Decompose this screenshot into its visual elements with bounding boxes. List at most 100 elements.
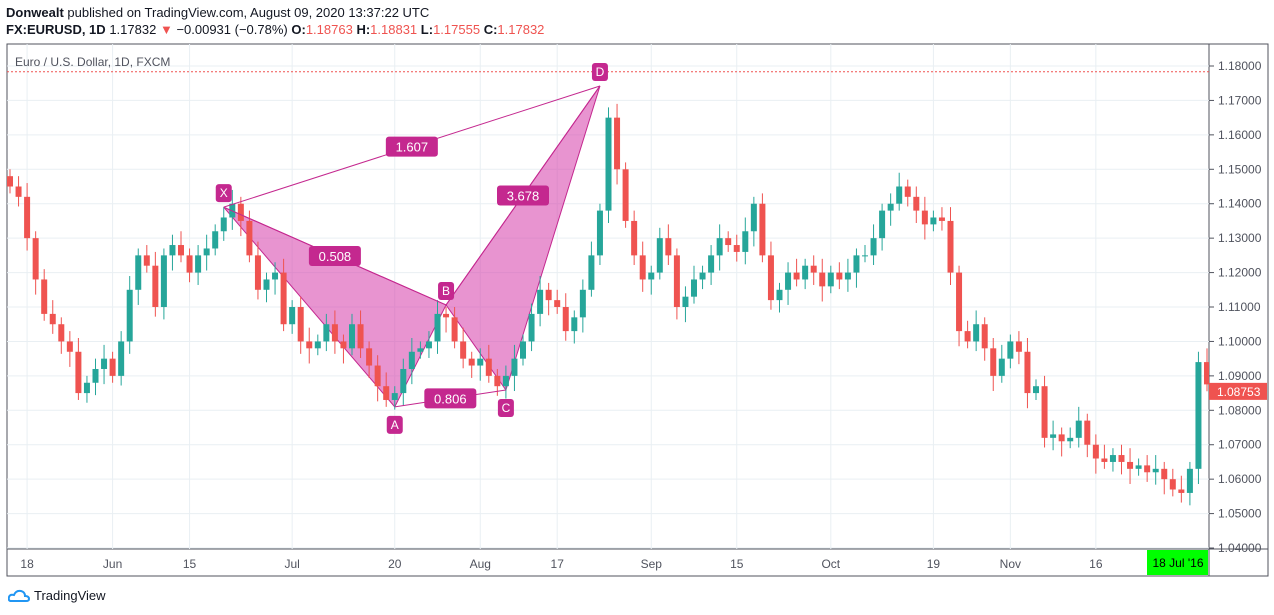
candle: [349, 324, 355, 349]
candle: [639, 255, 646, 280]
candle: [596, 210, 603, 256]
candle: [793, 272, 800, 280]
y-tick-label: 1.08000: [1218, 403, 1262, 417]
chart-title: Euro / U.S. Dollar, 1D, FXCM: [15, 55, 170, 69]
candle: [66, 341, 73, 352]
candle: [725, 238, 732, 246]
ratio-ac: 0.806: [434, 391, 467, 406]
candle: [195, 255, 202, 273]
candle: [750, 203, 757, 232]
pattern-point-x-box: [215, 184, 232, 203]
x-tick-label: Nov: [1000, 557, 1021, 571]
candle: [904, 186, 911, 197]
pattern-point-d-box: [591, 62, 608, 81]
candle: [485, 358, 492, 376]
candle: [306, 341, 313, 349]
ratio-xb-box: [308, 246, 361, 267]
close-label: C:: [483, 22, 498, 37]
low-label: L:: [420, 22, 434, 37]
candle: [921, 210, 928, 225]
candle: [15, 186, 22, 197]
candle: [964, 331, 971, 342]
candle: [83, 382, 90, 394]
x-tick-label: 16: [1089, 557, 1103, 571]
candle: [366, 348, 373, 366]
candle: [468, 358, 475, 366]
candle: [408, 351, 415, 369]
y-tick-label: 1.15000: [1218, 162, 1262, 176]
candle: [331, 324, 338, 342]
pattern-point-a-box: [386, 415, 403, 434]
pattern-point-c: C: [502, 401, 511, 415]
down-arrow-icon: ▼: [159, 22, 173, 37]
candle: [24, 196, 31, 239]
candle: [374, 365, 381, 387]
x-tick-label: Aug: [470, 557, 491, 571]
candle: [1058, 434, 1065, 442]
candle: [1007, 341, 1014, 359]
candle: [1195, 362, 1202, 469]
candle: [622, 169, 629, 221]
candle: [776, 289, 783, 301]
ratio-xd: 1.607: [396, 140, 429, 155]
last-price-label: 1.08753: [1217, 385, 1261, 399]
candle: [1152, 468, 1159, 473]
high-label: H:: [356, 22, 371, 37]
candle: [502, 375, 509, 387]
low-value: 1.17555: [433, 22, 481, 37]
candle: [58, 324, 65, 342]
candle: [1135, 465, 1142, 469]
candle: [562, 307, 569, 332]
candle: [862, 255, 868, 257]
candle: [7, 176, 13, 187]
candle: [460, 341, 467, 359]
candle: [323, 324, 330, 342]
candle: [956, 272, 963, 332]
candle: [930, 217, 937, 225]
candle: [417, 348, 424, 352]
y-tick-label: 1.07000: [1218, 438, 1262, 452]
candle: [870, 238, 877, 256]
candle: [263, 279, 270, 290]
x-tick-label: Jun: [103, 557, 122, 571]
candle: [477, 358, 484, 366]
candle: [237, 203, 244, 221]
candle: [579, 289, 586, 318]
candle: [451, 317, 458, 342]
candle: [1169, 479, 1176, 490]
x-tick-label: 15: [730, 557, 744, 571]
candle: [212, 231, 219, 249]
candle: [280, 272, 287, 325]
candle: [1127, 461, 1134, 469]
candle: [1067, 437, 1074, 442]
publish-info: Donwealt published on TradingView.com, A…: [6, 5, 429, 20]
candle: [973, 324, 980, 342]
candle: [143, 255, 150, 266]
brand-name: TradingView: [34, 588, 106, 603]
ratio-xd-box: [385, 136, 438, 157]
candle: [400, 368, 407, 394]
candle: [571, 317, 578, 332]
candle: [938, 217, 945, 221]
candle: [990, 348, 997, 376]
candle: [1118, 455, 1125, 462]
publish-text: published on TradingView.com, August 09,…: [67, 5, 430, 20]
candle: [605, 117, 612, 211]
candle: [1033, 386, 1039, 394]
candle: [126, 289, 133, 342]
y-tick-label: 1.12000: [1218, 266, 1262, 280]
candle: [716, 238, 723, 256]
candle: [554, 300, 561, 308]
author-name[interactable]: Donwealt: [6, 5, 64, 20]
candle: [118, 341, 125, 376]
y-tick-label: 1.09000: [1218, 369, 1262, 383]
x-tick-label: Sep: [641, 557, 663, 571]
candle: [708, 255, 715, 273]
crosshair-date-badge: [1147, 550, 1208, 575]
candle: [152, 265, 159, 308]
candle: [733, 245, 740, 252]
candle: [357, 324, 364, 349]
symbol: FX:EURUSD, 1D: [6, 22, 106, 37]
y-tick-label: 1.10000: [1218, 334, 1262, 348]
